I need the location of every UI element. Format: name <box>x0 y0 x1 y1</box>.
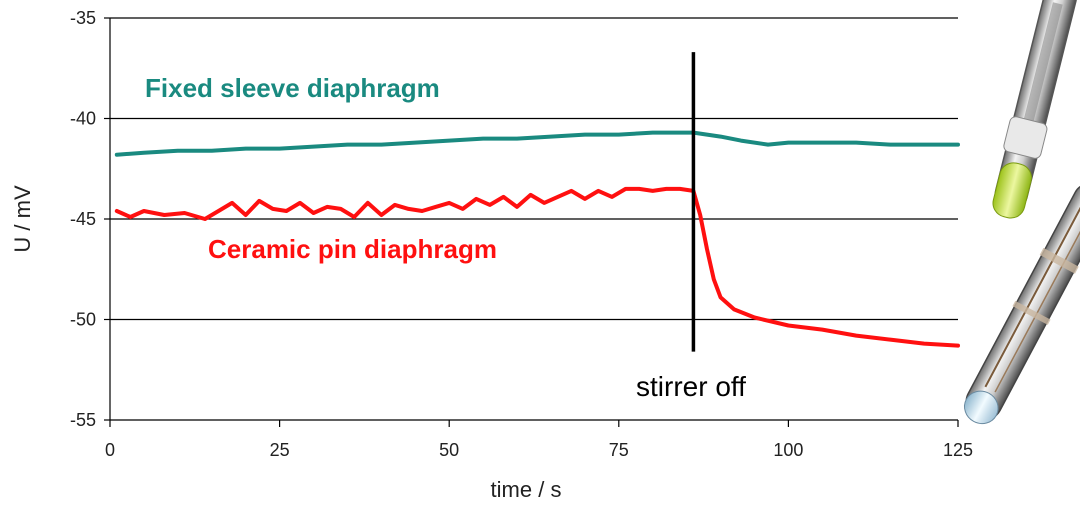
series-line-1 <box>114 186 960 348</box>
x-tick-label: 0 <box>105 440 115 460</box>
series-label-1: Ceramic pin diaphragm <box>208 234 497 264</box>
ceramic-pin-electrode-image <box>964 183 1080 425</box>
labels: Fixed sleeve diaphragm Ceramic pin diaphr… <box>145 73 497 264</box>
series-label-0: Fixed sleeve diaphragm <box>145 73 440 103</box>
x-tick-label: 25 <box>270 440 290 460</box>
y-tick-label: -40 <box>70 109 96 129</box>
electrode-illustrations <box>964 0 1080 425</box>
y-axis-title: U / mV <box>10 185 35 253</box>
fixed-sleeve-electrode-image <box>992 0 1077 219</box>
event-marker: stirrer off <box>636 52 746 402</box>
x-tick-label: 125 <box>943 440 973 460</box>
x-tick-label: 75 <box>609 440 629 460</box>
y-tick-label: -35 <box>70 8 96 28</box>
series-line-0 <box>114 130 960 157</box>
series-lines <box>114 130 960 348</box>
axes: -35 -40 -45 -50 -55 0 25 50 75 100 125 time / s U / … <box>10 8 973 502</box>
stirrer-off-label: stirrer off <box>636 371 746 402</box>
x-tick-label: 100 <box>773 440 803 460</box>
y-tick-label: -50 <box>70 310 96 330</box>
x-tick-label: 50 <box>439 440 459 460</box>
y-tick-label: -55 <box>70 410 96 430</box>
x-axis-title: time / s <box>491 477 562 502</box>
y-tick-label: -45 <box>70 209 96 229</box>
gridlines <box>110 17 958 421</box>
